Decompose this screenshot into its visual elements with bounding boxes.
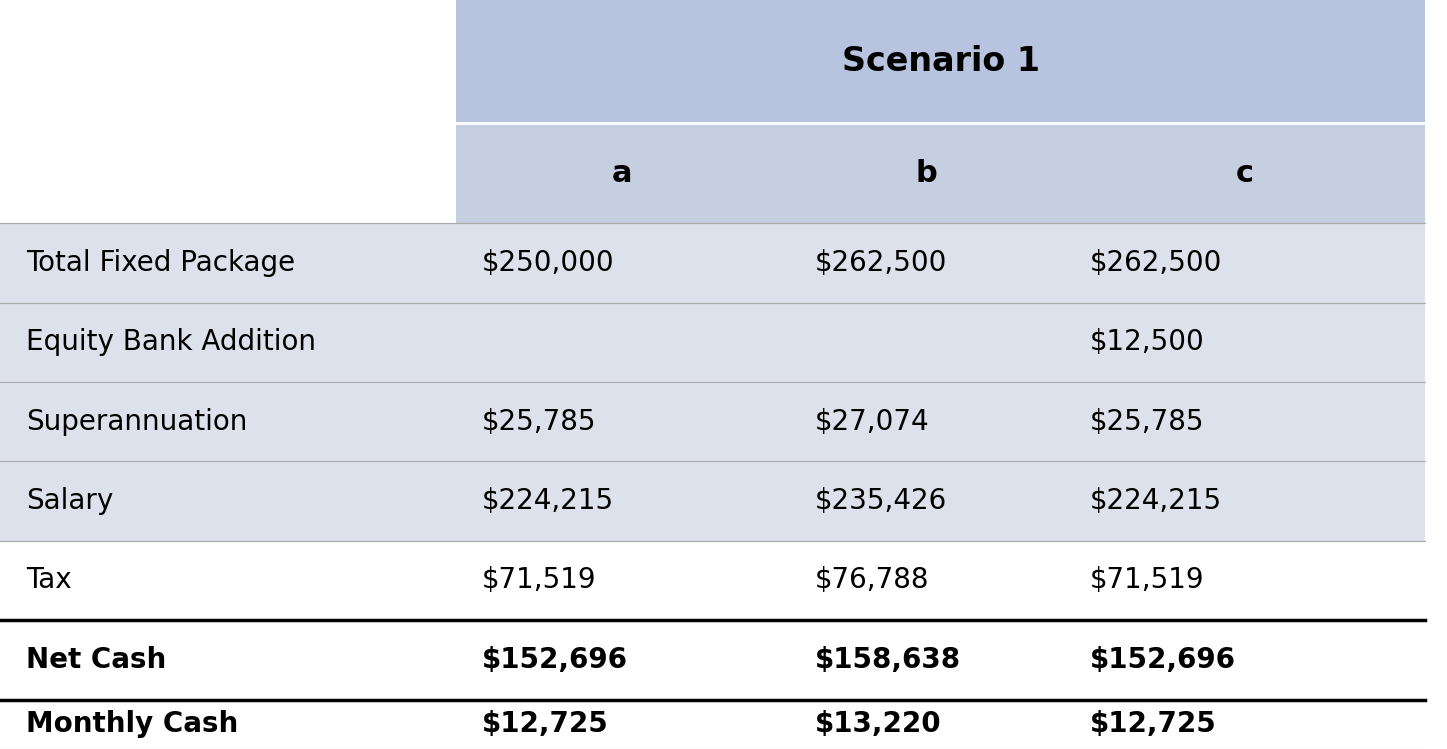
Bar: [0, 0, 456, 223]
Bar: [0, 223, 1425, 303]
Text: $76,788: $76,788: [815, 566, 929, 595]
Text: Salary: Salary: [26, 487, 113, 515]
Bar: [0, 541, 1425, 620]
Bar: [456, 123, 1425, 223]
Text: $224,215: $224,215: [1090, 487, 1221, 515]
Text: a: a: [612, 159, 632, 187]
Text: Net Cash: Net Cash: [26, 646, 166, 674]
Text: Superannuation: Superannuation: [26, 407, 247, 436]
Text: $158,638: $158,638: [815, 646, 961, 674]
Text: $27,074: $27,074: [815, 407, 929, 436]
Bar: [456, 0, 1425, 123]
Text: $25,785: $25,785: [482, 407, 596, 436]
Text: $152,696: $152,696: [482, 646, 628, 674]
Text: $250,000: $250,000: [482, 249, 615, 277]
Text: Tax: Tax: [26, 566, 72, 595]
Text: Monthly Cash: Monthly Cash: [26, 710, 239, 739]
Text: $262,500: $262,500: [1090, 249, 1221, 277]
Text: $13,220: $13,220: [815, 710, 942, 739]
Text: $224,215: $224,215: [482, 487, 614, 515]
Text: Scenario 1: Scenario 1: [842, 45, 1039, 78]
Bar: [0, 303, 1425, 382]
Bar: [0, 620, 1425, 700]
Bar: [0, 461, 1425, 541]
Bar: [0, 700, 1425, 749]
Text: $235,426: $235,426: [815, 487, 946, 515]
Bar: [0, 382, 1425, 461]
Text: $71,519: $71,519: [482, 566, 596, 595]
Text: $12,725: $12,725: [1090, 710, 1217, 739]
Text: $152,696: $152,696: [1090, 646, 1236, 674]
Text: Total Fixed Package: Total Fixed Package: [26, 249, 295, 277]
Text: Equity Bank Addition: Equity Bank Addition: [26, 328, 315, 357]
Text: b: b: [915, 159, 938, 187]
Text: $262,500: $262,500: [815, 249, 946, 277]
Text: $71,519: $71,519: [1090, 566, 1204, 595]
Text: $12,500: $12,500: [1090, 328, 1204, 357]
Text: $25,785: $25,785: [1090, 407, 1204, 436]
Text: c: c: [1236, 159, 1253, 187]
Text: $12,725: $12,725: [482, 710, 609, 739]
